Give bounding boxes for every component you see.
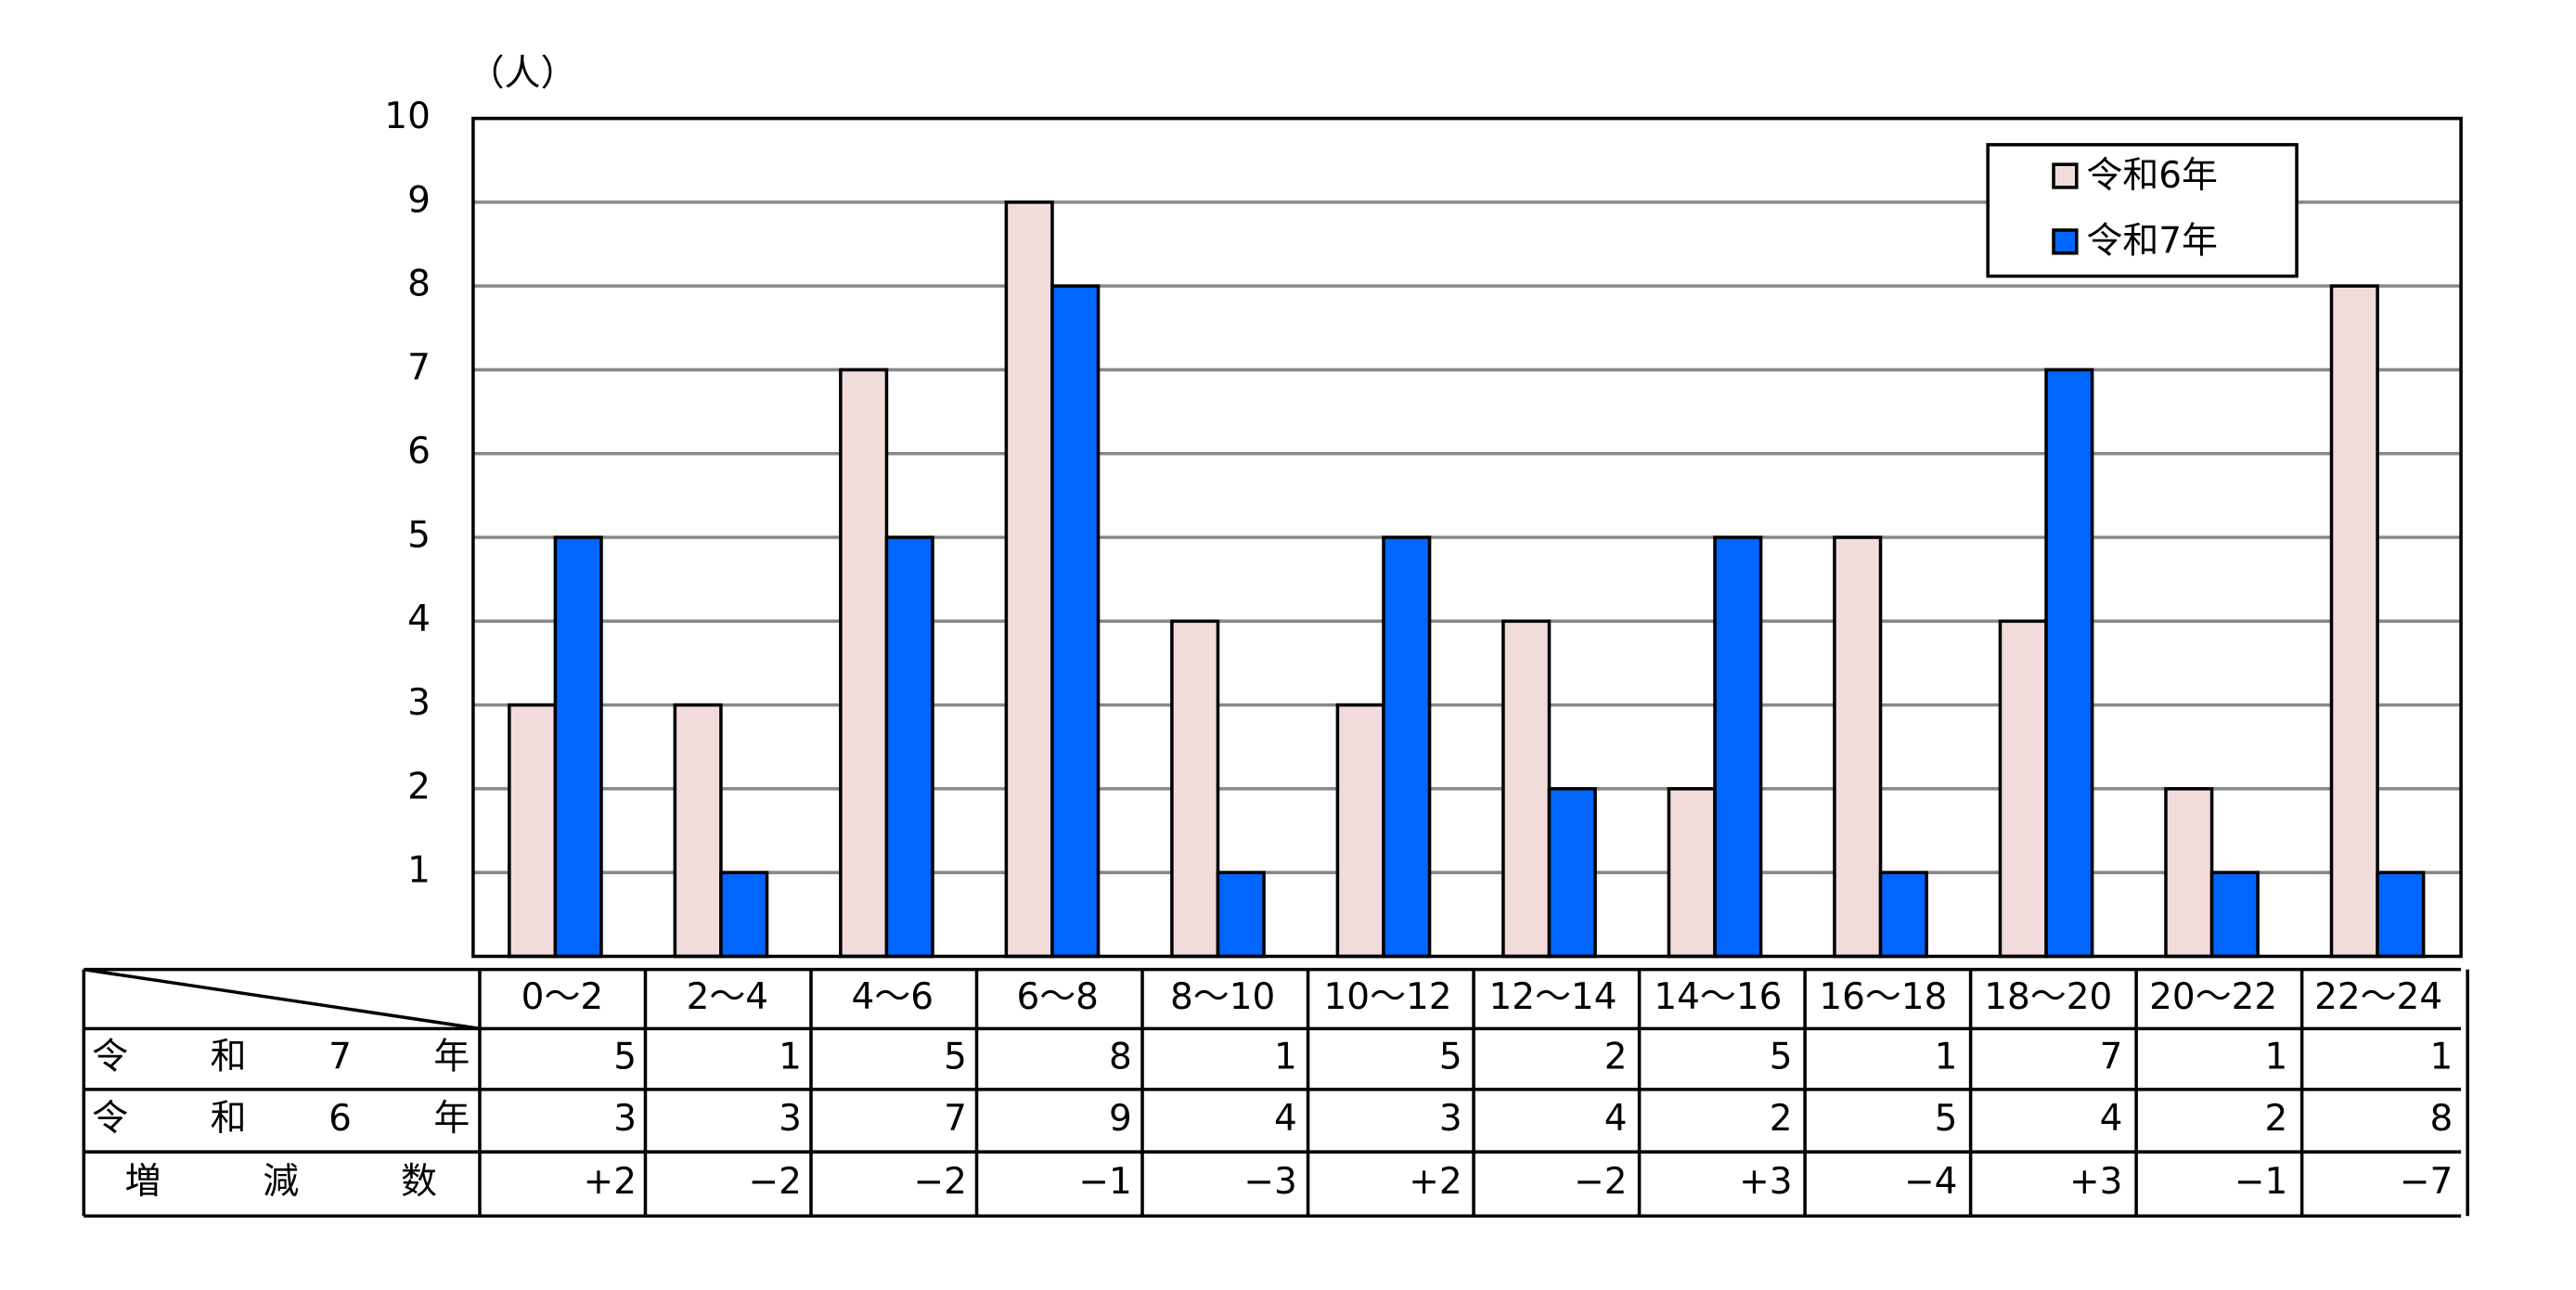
bar <box>508 703 558 959</box>
table-value: 5 <box>1439 1037 1462 1078</box>
change-value: −4 <box>1904 1161 1957 1203</box>
bar <box>2209 871 2260 959</box>
table-value: 2 <box>1770 1098 1793 1140</box>
y-tick-label: 1 <box>407 850 431 892</box>
bar <box>839 368 889 959</box>
table-value: 4 <box>1274 1098 1297 1140</box>
table-value: 5 <box>1770 1037 1793 1078</box>
table-value: 7 <box>2100 1037 2123 1078</box>
bar <box>719 871 769 959</box>
bar <box>553 535 603 959</box>
x-tick-label: 0～2 <box>522 976 603 1018</box>
bar <box>2164 787 2214 959</box>
change-value: +2 <box>584 1161 637 1203</box>
bar <box>1335 703 1385 959</box>
table-value: 3 <box>1439 1098 1462 1140</box>
plot-border <box>471 116 2463 959</box>
table-value: 8 <box>2429 1098 2453 1140</box>
row-label: 増減数 <box>125 1161 437 1203</box>
bar <box>1382 535 1432 959</box>
y-tick-label: 2 <box>407 766 431 807</box>
table-value: 9 <box>1109 1098 1132 1140</box>
x-tick-label: 8～10 <box>1170 976 1275 1018</box>
y-tick-label: 3 <box>407 682 431 724</box>
legend-label: 令和6年 <box>2086 155 2218 197</box>
y-tick-label: 4 <box>407 599 431 640</box>
bar <box>2044 368 2094 959</box>
bar <box>1547 787 1597 959</box>
bar <box>1667 787 1717 959</box>
table-value: 5 <box>1935 1098 1958 1140</box>
bar <box>1713 535 1763 959</box>
x-tick-label: 18～20 <box>1984 976 2112 1018</box>
table-value: 4 <box>1604 1098 1628 1140</box>
change-value: −7 <box>2400 1161 2453 1203</box>
y-tick-label: 6 <box>407 431 431 472</box>
x-tick-label: 14～16 <box>1654 976 1782 1018</box>
x-tick-label: 20～22 <box>2149 976 2277 1018</box>
change-value: −2 <box>1574 1161 1627 1203</box>
y-unit: （人） <box>469 53 577 95</box>
change-value: +2 <box>1409 1161 1462 1203</box>
change-value: −2 <box>913 1161 966 1203</box>
x-tick-label: 16～18 <box>1819 976 1947 1018</box>
bar <box>1998 619 2048 959</box>
bar <box>673 703 723 959</box>
change-value: +3 <box>1739 1161 1792 1203</box>
table-value: 2 <box>2265 1098 2288 1140</box>
row-label: 令和7年 <box>92 1037 470 1078</box>
table-value: 2 <box>1604 1037 1628 1078</box>
bar <box>884 535 934 959</box>
table-value: 5 <box>613 1037 637 1078</box>
table-value: 3 <box>613 1098 637 1140</box>
table-line <box>84 967 481 1031</box>
bar <box>1004 200 1054 959</box>
table-value: 4 <box>2100 1098 2123 1140</box>
table-value: 8 <box>1109 1037 1132 1078</box>
change-value: −1 <box>1078 1161 1131 1203</box>
legend-swatch <box>2052 162 2079 189</box>
x-tick-label: 2～4 <box>687 976 768 1018</box>
bar <box>2376 871 2426 959</box>
y-tick-label: 7 <box>407 347 431 389</box>
table-value: 1 <box>2265 1037 2288 1078</box>
y-tick-label: 9 <box>407 179 431 221</box>
y-tick-label: 10 <box>384 96 431 137</box>
bar <box>1501 619 1552 959</box>
x-tick-label: 10～12 <box>1324 976 1452 1018</box>
y-tick-label: 8 <box>407 264 431 305</box>
y-tick-label: 5 <box>407 515 431 557</box>
change-value: −1 <box>2235 1161 2287 1203</box>
table-value: 7 <box>944 1098 967 1140</box>
legend-label: 令和7年 <box>2086 221 2218 263</box>
table-value: 3 <box>779 1098 802 1140</box>
bar <box>1050 284 1101 959</box>
x-tick-label: 6～8 <box>1016 976 1098 1018</box>
x-tick-label: 22～24 <box>2314 976 2442 1018</box>
table-value: 5 <box>944 1037 967 1078</box>
table-value: 1 <box>1274 1037 1297 1078</box>
row-label: 令和6年 <box>92 1098 470 1140</box>
change-value: −3 <box>1243 1161 1296 1203</box>
change-value: +3 <box>2069 1161 2122 1203</box>
legend-box <box>1986 143 2299 278</box>
bar <box>2329 284 2379 959</box>
x-tick-label: 4～6 <box>852 976 934 1018</box>
table-value: 1 <box>2429 1037 2453 1078</box>
legend-swatch <box>2052 228 2079 255</box>
bar <box>1170 619 1220 959</box>
bar <box>1216 871 1266 959</box>
bar <box>1833 535 1883 959</box>
bar <box>1878 871 1928 959</box>
change-value: −2 <box>749 1161 802 1203</box>
table-value: 1 <box>779 1037 802 1078</box>
table-value: 1 <box>1935 1037 1958 1078</box>
x-tick-label: 12～14 <box>1488 976 1616 1018</box>
